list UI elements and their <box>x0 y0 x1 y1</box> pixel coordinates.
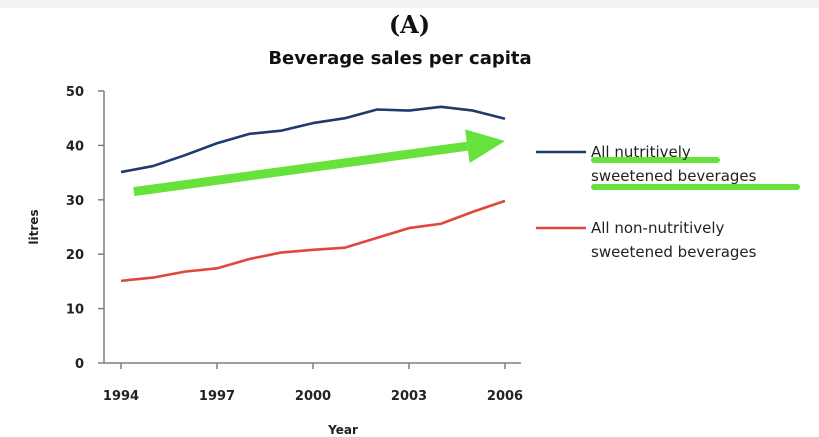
annotation-layer <box>591 157 800 190</box>
legend-label-1-line-2: sweetened beverages <box>591 243 757 261</box>
x-tick-label: 2000 <box>295 389 331 404</box>
legend-label-1-line-1: All non-nutritively <box>591 219 725 237</box>
axes: litres Year <box>27 90 521 437</box>
legend-label-0-line-2: sweetened beverages <box>591 167 757 185</box>
tick-labels: 0 10 20 30 40 50 1994 1997 2000 2003 2006 <box>66 85 523 404</box>
x-axis-label: Year <box>327 423 358 437</box>
panel-label: (A) <box>388 10 431 39</box>
x-tick-label: 2006 <box>487 389 523 404</box>
y-tick-label: 0 <box>75 357 84 372</box>
chart-title: Beverage sales per capita <box>268 48 532 69</box>
x-tick-label: 2003 <box>391 389 427 404</box>
legend: All nutritively sweetened beverages All no… <box>536 143 757 261</box>
y-axis-label: litres <box>27 209 41 244</box>
trend-arrow-layer <box>133 129 505 197</box>
x-tick-label: 1997 <box>199 389 235 404</box>
y-tick-label: 30 <box>66 194 84 209</box>
y-tick-label: 50 <box>66 85 84 100</box>
y-tick-label: 20 <box>66 248 84 263</box>
y-tick-label: 10 <box>66 303 84 318</box>
trend-arrow-shaft <box>133 141 468 197</box>
legend-label-0-line-1: All nutritively <box>591 143 691 161</box>
series-line-nutritive <box>120 105 506 174</box>
series <box>120 105 506 283</box>
trend-arrow-head <box>465 129 505 164</box>
series-line-non-nutritive <box>120 199 506 283</box>
y-tick-label: 40 <box>66 139 84 154</box>
x-tick-label: 1994 <box>103 389 139 404</box>
